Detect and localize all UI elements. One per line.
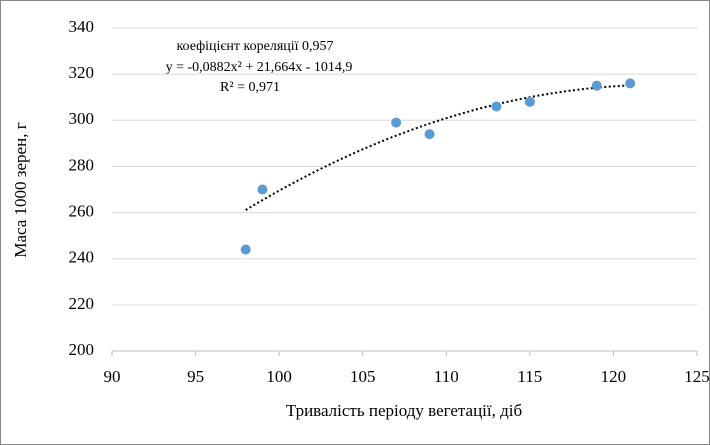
y-tick-label: 300	[69, 109, 95, 128]
y-tick-label: 340	[69, 17, 95, 36]
point	[625, 78, 636, 89]
annotation: R² = 0,971	[220, 80, 280, 95]
x-tick-label: 95	[187, 367, 204, 386]
y-tick-label: 320	[69, 63, 95, 82]
y-tick-label: 240	[69, 248, 95, 267]
y-tick-label: 200	[69, 340, 95, 359]
x-tick-label: 105	[350, 367, 376, 386]
y-axis-label: Маса 1000 зерен, г	[11, 122, 30, 257]
y-tick-label: 220	[69, 294, 95, 313]
x-tick-label: 125	[684, 367, 710, 386]
point	[240, 244, 251, 255]
annotation: y = -0,0882x² + 21,664x - 1014,9	[166, 60, 353, 75]
x-tick-label: 100	[266, 367, 292, 386]
x-axis-label: Тривалість періоду вегетації, діб	[286, 401, 522, 420]
x-tick-label: 115	[517, 367, 542, 386]
annotation: коефіцієнт кореляції 0,957	[176, 39, 333, 54]
y-tick-label: 280	[69, 155, 95, 174]
x-tick-label: 120	[601, 367, 627, 386]
point	[257, 184, 268, 195]
point	[591, 80, 602, 91]
y-tick-label: 260	[69, 201, 95, 220]
trendline	[245, 84, 631, 211]
point	[424, 129, 435, 140]
x-tick-label: 110	[434, 367, 459, 386]
point	[391, 117, 402, 128]
point	[491, 101, 502, 112]
point	[524, 96, 535, 107]
x-tick-label: 90	[104, 367, 121, 386]
